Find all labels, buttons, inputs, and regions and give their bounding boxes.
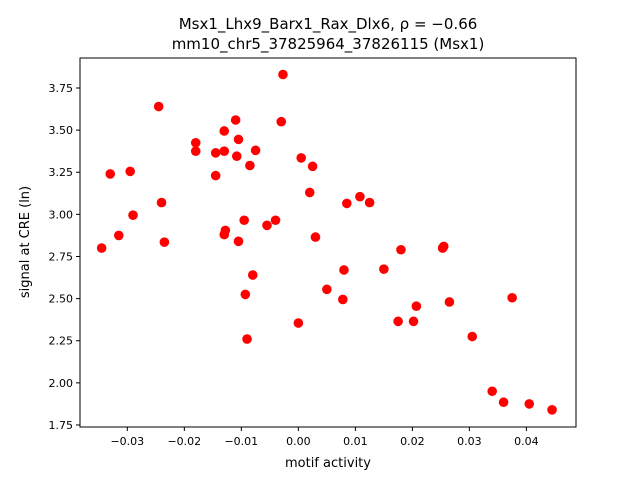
y-tick-label: 2.25 (49, 335, 74, 348)
data-point (293, 318, 304, 328)
data-point (219, 126, 230, 136)
data-point (210, 148, 221, 158)
data-point (233, 134, 244, 145)
data-point (125, 166, 135, 177)
data-point (444, 297, 455, 307)
data-point (507, 292, 517, 303)
x-tick-label: 0.01 (343, 435, 368, 448)
data-point (411, 301, 422, 311)
data-point (239, 215, 249, 226)
data-point (210, 170, 221, 181)
data-point (276, 116, 287, 127)
data-point (304, 187, 315, 198)
data-point (247, 270, 258, 280)
y-tick-label: 2.00 (49, 377, 74, 390)
y-tick-label: 3.00 (49, 208, 74, 221)
y-tick-label: 3.25 (49, 166, 74, 179)
data-point (296, 153, 307, 163)
plot-frame (79, 57, 577, 428)
x-tick-label: 0.02 (400, 435, 425, 448)
y-tick-label: 1.75 (49, 419, 74, 432)
data-point (342, 198, 352, 209)
chart-title-line1: Msx1_Lhx9_Barx1_Rax_Dlx6, ρ = −0.66 (179, 15, 478, 34)
data-point (547, 405, 557, 415)
data-point (153, 101, 164, 112)
data-point (231, 151, 242, 162)
data-point (219, 146, 230, 156)
y-tick-label: 3.50 (49, 124, 74, 137)
x-tick-label: −0.01 (224, 435, 258, 448)
data-point (159, 237, 170, 247)
chart-title-line2: mm10_chr5_37825964_37826115 (Msx1) (172, 35, 485, 54)
y-tick-label: 3.75 (49, 82, 74, 95)
data-point (498, 397, 509, 408)
data-point (113, 230, 124, 241)
data-point (355, 191, 365, 202)
data-point (156, 197, 167, 208)
data-point (245, 160, 255, 171)
data-point (364, 197, 375, 208)
x-axis: −0.03 −0.02 −0.01 0.00 0.01 0.02 0.03 0.04 (110, 427, 539, 448)
data-point (278, 69, 288, 80)
data-point (396, 244, 406, 255)
data-point (233, 236, 244, 247)
x-tick-label: 0.04 (514, 435, 539, 448)
data-point (270, 215, 281, 226)
points-group (96, 69, 557, 415)
data-point (487, 386, 497, 397)
data-point (240, 289, 251, 300)
y-tick-label: 2.50 (49, 293, 74, 306)
data-point (524, 399, 535, 409)
data-point (96, 243, 107, 253)
x-tick-label: −0.03 (110, 435, 144, 448)
data-point (262, 220, 272, 231)
data-point (242, 334, 252, 344)
data-point (408, 316, 419, 327)
data-point (322, 284, 332, 295)
data-point (190, 146, 201, 156)
data-point (105, 169, 116, 179)
x-tick-label: −0.02 (167, 435, 201, 448)
data-point (379, 264, 389, 274)
x-tick-label: 0.00 (286, 435, 311, 448)
data-point (220, 225, 231, 236)
data-point (438, 241, 449, 252)
data-point (190, 137, 201, 148)
data-point (230, 115, 241, 125)
data-point (310, 232, 321, 242)
y-axis: 1.75 2.00 2.25 2.50 2.75 3.00 3.25 3.50 3.75 (49, 82, 80, 432)
x-tick-label: 0.03 (457, 435, 482, 448)
y-axis-label: signal at CRE (ln) (18, 186, 33, 298)
x-axis-label: motif activity (285, 456, 371, 471)
data-point (467, 331, 478, 342)
data-point (128, 210, 138, 221)
data-point (307, 161, 318, 172)
data-point (339, 265, 349, 275)
data-point (338, 294, 348, 305)
data-point (250, 145, 261, 156)
y-tick-label: 2.75 (49, 250, 74, 263)
data-point (393, 316, 403, 327)
